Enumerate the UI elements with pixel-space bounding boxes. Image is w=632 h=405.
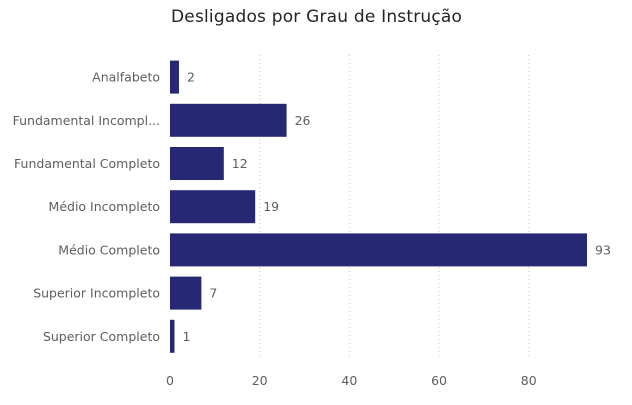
bar[interactable] <box>170 60 179 94</box>
x-tick-label: 0 <box>166 373 174 388</box>
x-tick-label: 80 <box>521 373 537 388</box>
data-label: 19 <box>263 199 279 214</box>
chart-title: Desligados por Grau de Instrução <box>171 7 463 27</box>
category-label: Médio Incompleto <box>49 199 160 214</box>
category-label: Médio Completo <box>58 242 160 257</box>
labels: Analfabeto 2 Fundamental Incompl... 26 Funda… <box>13 70 611 344</box>
category-label: Fundamental Incompl... <box>13 113 160 128</box>
bar[interactable] <box>170 147 224 180</box>
category-label: Superior Incompleto <box>33 286 160 301</box>
data-label: 1 <box>182 329 190 344</box>
x-tick-label: 40 <box>341 373 357 388</box>
data-label: 93 <box>595 242 611 257</box>
data-label: 7 <box>209 286 217 301</box>
bars <box>170 60 587 353</box>
bar[interactable] <box>170 103 287 137</box>
data-label: 2 <box>187 70 195 85</box>
data-label: 12 <box>232 156 248 171</box>
x-tick-label: 60 <box>431 373 447 388</box>
bar[interactable] <box>170 319 175 353</box>
gridlines <box>259 55 530 357</box>
category-label: Analfabeto <box>92 70 160 85</box>
category-label: Superior Completo <box>43 329 160 344</box>
data-label: 26 <box>295 113 311 128</box>
bar[interactable] <box>170 276 202 310</box>
x-tick-label: 20 <box>252 373 268 388</box>
bar[interactable] <box>170 233 587 267</box>
x-axis-ticks: 0 20 40 60 80 <box>166 373 537 388</box>
category-label: Fundamental Completo <box>14 156 160 171</box>
bar[interactable] <box>170 190 256 224</box>
